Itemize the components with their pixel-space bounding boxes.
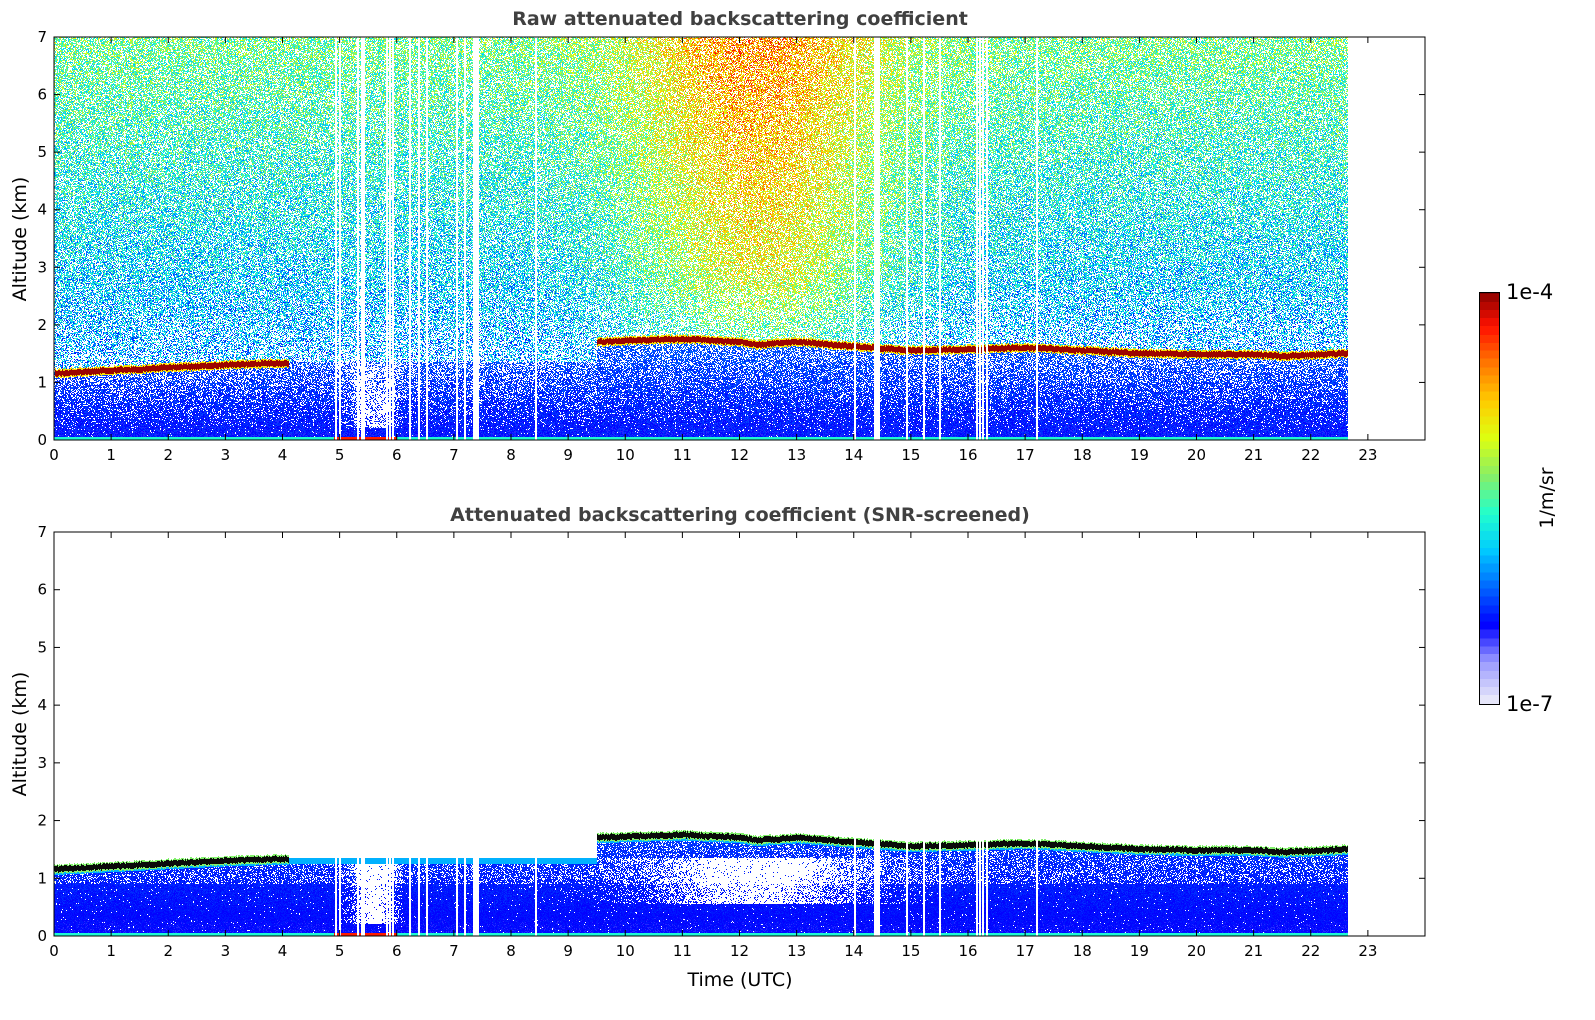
plot2-x-tick-label: 3 [221, 942, 231, 960]
plot1-x-tick-label: 19 [1130, 446, 1149, 464]
plot1-y-tick-label: 7 [37, 28, 47, 46]
plot1-x-tick-label: 0 [49, 446, 59, 464]
x-axis-label: Time (UTC) [687, 969, 793, 991]
plot1-x-tick-label: 18 [1073, 446, 1092, 464]
plot2-y-tick-label: 7 [37, 523, 47, 541]
plot1-y-tick-label: 3 [37, 258, 47, 276]
plot1-x-tick-label: 16 [958, 446, 977, 464]
plot1-x-tick-label: 11 [673, 446, 692, 464]
plot2-x-tick-label: 1 [106, 942, 116, 960]
plot2-x-tick-label: 20 [1187, 942, 1206, 960]
plot1-y-tick-label: 6 [37, 86, 47, 104]
plot2-frame [53, 531, 1426, 937]
colorbar-unit-label: 1/m/sr [1536, 467, 1558, 529]
plot2-x-tick-label: 16 [958, 942, 977, 960]
plot2-x-tick-label: 9 [563, 942, 573, 960]
plot2-title: Attenuated backscattering coefficient (S… [450, 504, 1030, 526]
plot2-x-tick-label: 18 [1073, 942, 1092, 960]
plot1-x-tick-label: 10 [616, 446, 635, 464]
plot2-y-tick-label: 1 [37, 869, 47, 887]
plot1-x-tick-label: 7 [449, 446, 459, 464]
colorbar-min-label: 1e-7 [1506, 692, 1554, 716]
plot2-x-tick-label: 10 [616, 942, 635, 960]
plot2-x-tick-label: 11 [673, 942, 692, 960]
plot2-x-tick-label: 21 [1244, 942, 1263, 960]
plot1-x-tick-label: 23 [1358, 446, 1377, 464]
plot1-y-tick-label: 4 [37, 201, 47, 219]
plot2-y-tick-label: 3 [37, 754, 47, 772]
plot1-x-tick-label: 12 [730, 446, 749, 464]
plot2-x-tick-label: 19 [1130, 942, 1149, 960]
plot1-y-tick-label: 1 [37, 373, 47, 391]
plot2-x-tick-label: 13 [787, 942, 806, 960]
plot2-heatmap [54, 532, 1425, 936]
plot1-x-tick-label: 2 [163, 446, 173, 464]
plot1-x-tick-label: 22 [1301, 446, 1320, 464]
plot2-x-tick-label: 17 [1016, 942, 1035, 960]
plot2-x-tick-label: 23 [1358, 942, 1377, 960]
plot2-x-tick-label: 4 [278, 942, 288, 960]
plot2-y-tick-label: 6 [37, 581, 47, 599]
plot1-x-tick-label: 15 [901, 446, 920, 464]
plot2-y-tick-label: 0 [37, 927, 47, 945]
plot1-y-tick-label: 2 [37, 316, 47, 334]
plot1-x-tick-label: 3 [221, 446, 231, 464]
plot1-x-tick-label: 20 [1187, 446, 1206, 464]
plot2-x-tick-label: 6 [392, 942, 402, 960]
plot1-title: Raw attenuated backscattering coefficien… [512, 8, 968, 30]
plot1-x-tick-label: 6 [392, 446, 402, 464]
plot2-x-tick-label: 14 [844, 942, 863, 960]
plot1-x-tick-label: 8 [506, 446, 516, 464]
plot2-x-tick-label: 7 [449, 942, 459, 960]
plot1-x-tick-label: 1 [106, 446, 116, 464]
plot2-x-tick-label: 22 [1301, 942, 1320, 960]
plot1-y-tick-label: 0 [37, 431, 47, 449]
plot2-y-tick-label: 2 [37, 812, 47, 830]
plot1-x-tick-label: 14 [844, 446, 863, 464]
plot2-x-tick-label: 0 [49, 942, 59, 960]
plot2-x-tick-label: 2 [163, 942, 173, 960]
plot2-x-tick-label: 12 [730, 942, 749, 960]
colorbar-max-label: 1e-4 [1506, 280, 1554, 304]
plot2-y-tick-label: 4 [37, 696, 47, 714]
plot1-x-tick-label: 9 [563, 446, 573, 464]
plot2-x-tick-label: 8 [506, 942, 516, 960]
plot1-frame [53, 36, 1426, 441]
plot1-x-tick-label: 4 [278, 446, 288, 464]
colorbar [1479, 292, 1500, 705]
plot2-x-tick-label: 5 [335, 942, 345, 960]
plot2-y-tick-label: 5 [37, 638, 47, 656]
plot1-y-tick-label: 5 [37, 143, 47, 161]
plot1-x-tick-label: 5 [335, 446, 345, 464]
plot2-x-tick-label: 15 [901, 942, 920, 960]
plot1-x-tick-label: 21 [1244, 446, 1263, 464]
plot1-heatmap [54, 37, 1425, 440]
plot1-x-tick-label: 17 [1016, 446, 1035, 464]
plot1-x-tick-label: 13 [787, 446, 806, 464]
